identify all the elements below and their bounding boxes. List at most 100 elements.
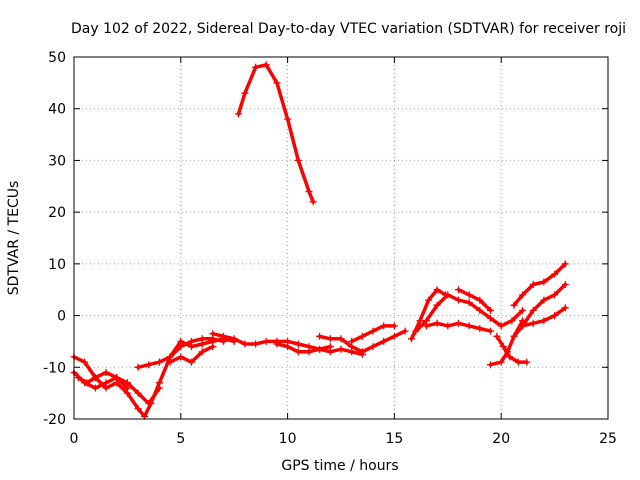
data-point — [337, 335, 345, 343]
data-point — [177, 337, 185, 345]
data-point — [425, 296, 433, 304]
y-tick-label: 0 — [57, 309, 66, 325]
series-arc-19 — [519, 304, 569, 330]
data-point — [497, 322, 505, 330]
data-point — [510, 332, 518, 340]
data-point — [235, 110, 242, 118]
data-point — [499, 343, 507, 351]
data-point — [166, 358, 174, 366]
data-point — [252, 63, 260, 71]
x-axis-label: GPS time / hours — [281, 458, 398, 474]
data-point — [294, 348, 302, 356]
x-tick-label: 10 — [279, 431, 297, 447]
data-point — [273, 79, 281, 87]
y-tick-label: -20 — [43, 412, 66, 428]
data-point — [487, 327, 494, 335]
y-tick-label: 50 — [48, 50, 66, 66]
series-arc-17 — [510, 260, 569, 309]
data-point — [241, 340, 249, 348]
data-point — [91, 384, 99, 392]
data-point — [241, 89, 249, 97]
data-point — [177, 353, 185, 361]
data-point — [305, 188, 313, 195]
data-point — [309, 198, 317, 206]
data-point — [369, 327, 377, 335]
series-line — [76, 370, 130, 390]
axis-ticks: 0 5 10 15 20 25 -20 -10 0 10 20 30 40 50 — [43, 50, 617, 447]
data-point — [455, 296, 462, 304]
data-point — [455, 319, 462, 327]
data-point — [422, 322, 430, 330]
data-point — [134, 389, 142, 397]
x-tick-label: 25 — [599, 431, 617, 447]
data-point — [551, 291, 559, 299]
data-point — [316, 332, 324, 340]
data-point — [476, 306, 484, 314]
data-point — [433, 319, 441, 327]
series-arc-14 — [455, 286, 494, 314]
x-tick-label: 15 — [385, 431, 403, 447]
chart-title: Day 102 of 2022, Sidereal Day-to-day VTE… — [71, 21, 626, 37]
data-point — [337, 345, 345, 353]
y-tick-label: -10 — [43, 360, 66, 376]
x-tick-label: 5 — [176, 431, 185, 447]
data-point — [476, 296, 484, 304]
data-point — [81, 358, 89, 366]
data-point — [326, 335, 334, 343]
data-point — [209, 343, 217, 351]
series-line — [136, 337, 236, 370]
data-point — [529, 281, 537, 288]
data-point — [369, 343, 377, 351]
data-point — [561, 304, 569, 312]
data-point — [83, 379, 91, 387]
series-arc-4 — [134, 335, 238, 371]
data-point — [145, 400, 153, 407]
y-tick-label: 10 — [48, 257, 66, 273]
data-point — [551, 270, 559, 278]
series-arc-9 — [348, 322, 398, 345]
data-point — [252, 340, 260, 348]
grid — [74, 57, 608, 419]
data-point — [390, 322, 398, 330]
data-point — [510, 301, 518, 309]
data-point — [465, 322, 473, 330]
data-point — [529, 319, 537, 327]
data-point — [102, 369, 110, 376]
data-point — [155, 384, 163, 392]
data-point — [487, 314, 494, 322]
data-point — [348, 337, 356, 345]
series-group — [70, 61, 569, 420]
data-point — [380, 337, 388, 345]
data-point — [358, 348, 366, 356]
data-point — [476, 325, 484, 332]
y-tick-label: 40 — [48, 102, 66, 118]
series-line — [72, 337, 226, 419]
x-tick-label: 20 — [492, 431, 510, 447]
data-point — [273, 340, 281, 348]
data-point — [155, 358, 163, 366]
series-arc-5 — [166, 343, 217, 366]
data-point — [519, 306, 527, 314]
data-point — [416, 317, 424, 325]
data-point — [102, 379, 110, 387]
y-tick-label: 20 — [48, 205, 66, 221]
series-line — [512, 282, 568, 339]
data-point — [145, 361, 153, 369]
data-point — [523, 358, 531, 366]
data-point — [497, 358, 505, 366]
data-point — [380, 322, 388, 330]
y-tick-label: 30 — [48, 153, 66, 169]
data-point — [230, 335, 238, 343]
data-point — [188, 343, 195, 351]
data-point — [262, 61, 270, 69]
data-point — [540, 278, 548, 286]
data-point — [487, 361, 494, 369]
data-point — [401, 327, 409, 335]
data-point — [408, 335, 415, 343]
data-point — [493, 332, 501, 340]
data-point — [412, 327, 420, 335]
y-axis-label: SDTVAR / TECUs — [6, 181, 22, 296]
series-arc-10 — [235, 61, 317, 206]
data-point — [188, 358, 195, 366]
data-point — [358, 332, 366, 340]
